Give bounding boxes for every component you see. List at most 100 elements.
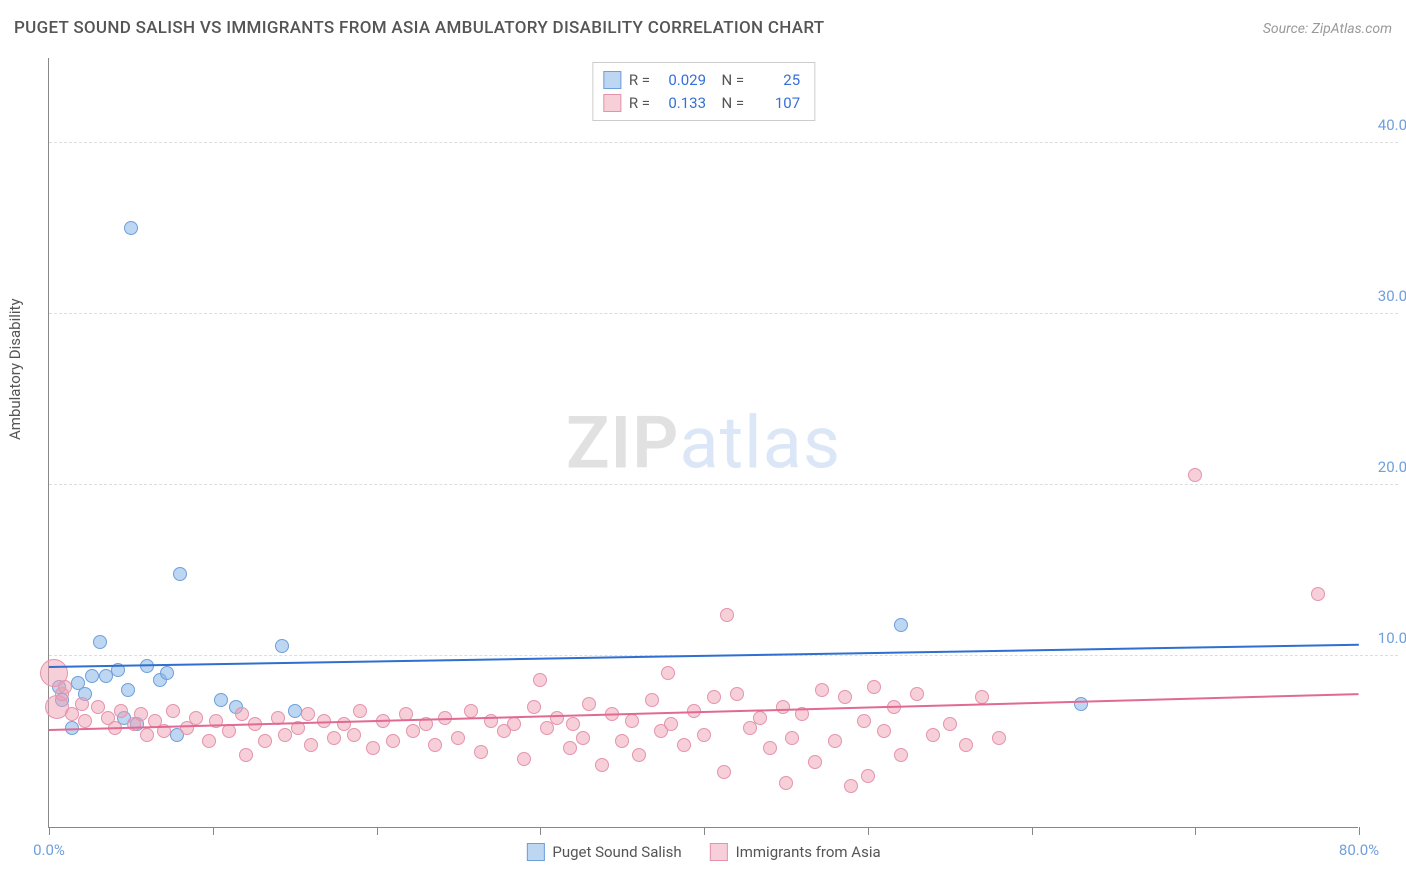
data-point — [576, 731, 590, 745]
data-point — [776, 700, 790, 714]
data-point — [134, 707, 148, 721]
y-tick-label: 20.0% — [1378, 458, 1406, 476]
data-point — [1311, 587, 1325, 601]
data-point — [173, 567, 187, 581]
data-point — [93, 635, 107, 649]
data-point — [828, 734, 842, 748]
data-point — [808, 755, 822, 769]
data-point — [645, 693, 659, 707]
data-point — [815, 683, 829, 697]
data-point — [707, 690, 721, 704]
data-point — [517, 752, 531, 766]
data-point — [664, 717, 678, 731]
data-point — [114, 704, 128, 718]
data-point — [550, 711, 564, 725]
x-tick-label: 80.0% — [1339, 841, 1379, 859]
data-point — [785, 731, 799, 745]
gridline — [49, 484, 1398, 485]
data-point — [533, 673, 547, 687]
data-point — [464, 704, 478, 718]
data-point — [347, 728, 361, 742]
data-point — [943, 717, 957, 731]
data-point — [763, 741, 777, 755]
data-point — [507, 717, 521, 731]
source-attribution: Source: ZipAtlas.com — [1263, 21, 1392, 37]
data-point — [278, 728, 292, 742]
data-point — [844, 779, 858, 793]
x-tick-label: 0.0% — [33, 841, 65, 859]
gridline — [49, 142, 1398, 143]
data-point — [327, 731, 341, 745]
data-point — [582, 697, 596, 711]
data-point — [857, 714, 871, 728]
data-point — [140, 728, 154, 742]
gridline — [49, 313, 1398, 314]
data-point — [78, 714, 92, 728]
data-point — [366, 741, 380, 755]
chart-title: PUGET SOUND SALISH VS IMMIGRANTS FROM AS… — [14, 18, 824, 38]
x-tick — [1195, 827, 1196, 835]
data-point — [386, 734, 400, 748]
data-point — [697, 728, 711, 742]
chart-header: PUGET SOUND SALISH VS IMMIGRANTS FROM AS… — [14, 18, 1392, 38]
x-tick — [1359, 827, 1360, 835]
data-point — [451, 731, 465, 745]
data-point — [304, 738, 318, 752]
data-point — [406, 724, 420, 738]
data-point — [239, 748, 253, 762]
data-point — [926, 728, 940, 742]
data-point — [894, 618, 908, 632]
data-point — [730, 687, 744, 701]
data-point — [121, 683, 135, 697]
data-point — [1188, 468, 1202, 482]
data-point — [235, 707, 249, 721]
data-point — [959, 738, 973, 752]
data-point — [527, 700, 541, 714]
data-point — [301, 707, 315, 721]
series-legend: Puget Sound Salish Immigrants from Asia — [526, 843, 880, 861]
data-point — [222, 724, 236, 738]
stats-row: R = 0.133 N = 107 — [603, 92, 800, 115]
data-point — [677, 738, 691, 752]
data-point — [214, 693, 228, 707]
x-tick — [1032, 827, 1033, 835]
data-point — [975, 690, 989, 704]
data-point — [867, 680, 881, 694]
y-tick-label: 40.0% — [1378, 116, 1406, 134]
data-point — [992, 731, 1006, 745]
data-point — [166, 704, 180, 718]
x-tick — [213, 827, 214, 835]
plot-area: ZIPatlas R = 0.029 N = 25 R = 0.133 N = … — [48, 58, 1358, 828]
data-point — [275, 639, 289, 653]
data-point — [202, 734, 216, 748]
data-point — [258, 734, 272, 748]
data-point — [75, 697, 89, 711]
data-point — [566, 717, 580, 731]
data-point — [910, 687, 924, 701]
data-point — [717, 765, 731, 779]
x-tick — [49, 827, 50, 835]
data-point — [838, 690, 852, 704]
data-point — [894, 748, 908, 762]
data-point — [124, 221, 138, 235]
data-point — [189, 711, 203, 725]
x-tick — [868, 827, 869, 835]
data-point — [353, 704, 367, 718]
data-point — [861, 769, 875, 783]
data-point — [625, 714, 639, 728]
data-point — [661, 666, 675, 680]
legend-item: Immigrants from Asia — [710, 843, 881, 861]
x-tick — [377, 827, 378, 835]
data-point — [753, 711, 767, 725]
stats-row: R = 0.029 N = 25 — [603, 69, 800, 92]
data-point — [632, 748, 646, 762]
y-axis-label: Ambulatory Disability — [6, 298, 24, 440]
data-point — [58, 680, 72, 694]
data-point — [563, 741, 577, 755]
data-point — [288, 704, 302, 718]
y-tick-label: 30.0% — [1378, 287, 1406, 305]
x-tick — [704, 827, 705, 835]
data-point — [615, 734, 629, 748]
swatch-icon — [710, 843, 728, 861]
data-point — [779, 776, 793, 790]
